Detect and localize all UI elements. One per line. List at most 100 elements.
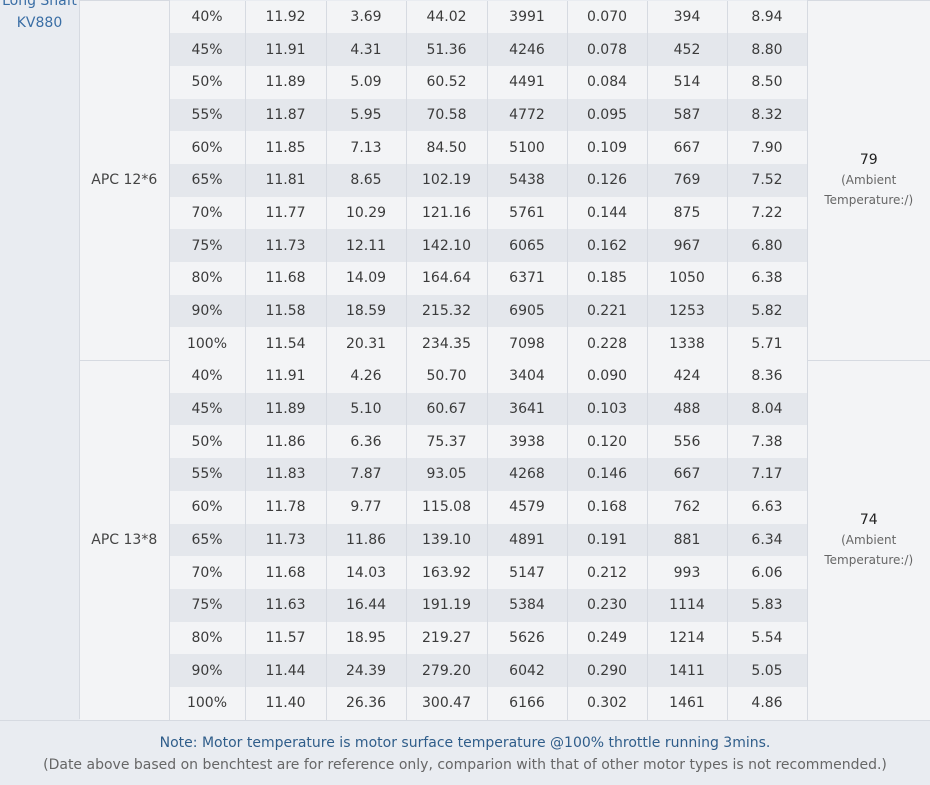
throttle-cell: 90% [169,654,246,687]
rpm-cell: 6905 [487,294,568,328]
efficiency-cell: 5.83 [727,588,808,622]
thrust-kgf-cell: 0.084 [567,65,648,99]
rpm-cell: 3641 [487,392,568,426]
rpm-cell: 5384 [487,588,568,622]
thrust-g-cell: 1050 [647,262,728,295]
thrust-g-cell: 452 [647,33,728,66]
table-row: 60% 11.85 7.13 84.50 5100 0.109 667 7.90 [80,131,930,164]
table-row: 90% 11.58 18.59 215.32 6905 0.221 1253 5.82 [80,294,930,328]
table-row: APC 12*6 40% 11.92 3.69 44.02 3991 0.070 394 8.9… [80,0,930,361]
power-cell: 219.27 [406,621,488,655]
thrust-g-cell: 762 [647,490,728,524]
propeller-label: APC 13*8 [80,359,170,720]
voltage-cell: 11.89 [245,392,327,426]
voltage-cell: 11.44 [245,654,327,687]
efficiency-cell: 8.04 [727,392,808,426]
rpm-cell: 4579 [487,490,568,524]
thrust-kgf-cell: 0.103 [567,392,648,426]
table-row: 80% 11.68 14.09 164.64 6371 0.185 1050 6.38 [80,262,930,295]
efficiency-cell: 7.38 [727,425,808,459]
voltage-cell: 11.73 [245,229,327,262]
throttle-cell: 55% [169,458,246,491]
power-cell: 139.10 [406,523,488,557]
current-cell: 6.36 [326,425,407,459]
current-cell: 5.09 [326,65,407,99]
current-cell: 9.77 [326,490,407,524]
throttle-cell: 80% [169,262,246,295]
voltage-cell: 11.92 [245,0,327,34]
power-cell: 44.02 [406,0,488,34]
table-row: 75% 11.73 12.11 142.10 6065 0.162 967 6.80 [80,229,930,262]
power-cell: 50.70 [406,360,488,393]
voltage-cell: 11.40 [245,686,327,720]
efficiency-cell: 6.06 [727,556,808,589]
power-cell: 75.37 [406,425,488,459]
power-cell: 279.20 [406,654,488,687]
power-cell: 60.52 [406,65,488,99]
rpm-cell: 5761 [487,196,568,230]
table-row: 55% 11.83 7.87 93.05 4268 0.146 667 7.17 [80,458,930,491]
thrust-g-cell: 667 [647,458,728,491]
throttle-cell: 50% [169,65,246,99]
power-cell: 70.58 [406,98,488,132]
voltage-cell: 11.86 [245,425,327,459]
power-cell: 142.10 [406,229,488,262]
thrust-g-cell: 587 [647,98,728,132]
efficiency-cell: 6.38 [727,262,808,295]
thrust-g-cell: 881 [647,523,728,557]
throttle-cell: 45% [169,33,246,66]
performance-table: APC 12*6 40% 11.92 3.69 44.02 3991 0.070 394 8.9… [80,0,930,720]
current-cell: 7.87 [326,458,407,491]
rpm-cell: 6042 [487,654,568,687]
voltage-cell: 11.83 [245,458,327,491]
rpm-cell: 6065 [487,229,568,262]
current-cell: 4.31 [326,33,407,66]
thrust-kgf-cell: 0.221 [567,294,648,328]
efficiency-cell: 7.22 [727,196,808,230]
thrust-g-cell: 993 [647,556,728,589]
propeller-label: APC 12*6 [80,0,170,361]
rpm-cell: 4246 [487,33,568,66]
current-cell: 5.10 [326,392,407,426]
rpm-cell: 5100 [487,131,568,164]
motor-model-line-1: Long Shaft [2,0,77,9]
throttle-cell: 100% [169,327,246,361]
thrust-kgf-cell: 0.144 [567,196,648,230]
motor-model-line-2: KV880 [16,15,63,31]
table-row: 65% 11.73 11.86 139.10 4891 0.191 881 6.34 [80,523,930,557]
current-cell: 4.26 [326,360,407,393]
throttle-cell: 40% [169,360,246,393]
rpm-cell: 4772 [487,98,568,132]
thrust-g-cell: 875 [647,196,728,230]
thrust-g-cell: 514 [647,65,728,99]
table-row: 100% 11.54 20.31 234.35 7098 0.228 1338 5.71 [80,327,930,361]
rpm-cell: 6166 [487,686,568,720]
rpm-cell: 5438 [487,163,568,197]
current-cell: 18.95 [326,621,407,655]
power-cell: 60.67 [406,392,488,426]
current-cell: 7.13 [326,131,407,164]
efficiency-cell: 5.54 [727,621,808,655]
throttle-cell: 50% [169,425,246,459]
voltage-cell: 11.73 [245,523,327,557]
thrust-kgf-cell: 0.290 [567,654,648,687]
voltage-cell: 11.91 [245,360,327,393]
voltage-cell: 11.58 [245,294,327,328]
voltage-cell: 11.68 [245,556,327,589]
motor-model-cell: Long Shaft KV880 [0,0,80,719]
power-cell: 102.19 [406,163,488,197]
power-cell: 51.36 [406,33,488,66]
table-row: 50% 11.89 5.09 60.52 4491 0.084 514 8.50 [80,65,930,99]
ambient-temperature-note: (Ambient Temperature:/) [824,173,914,208]
thrust-g-cell: 1461 [647,686,728,720]
efficiency-cell: 7.52 [727,163,808,197]
thrust-kgf-cell: 0.168 [567,490,648,524]
efficiency-cell: 6.63 [727,490,808,524]
thrust-kgf-cell: 0.230 [567,588,648,622]
current-cell: 24.39 [326,654,407,687]
efficiency-cell: 8.80 [727,33,808,66]
current-cell: 16.44 [326,588,407,622]
thrust-kgf-cell: 0.249 [567,621,648,655]
efficiency-cell: 8.36 [727,360,808,393]
efficiency-cell: 7.17 [727,458,808,491]
